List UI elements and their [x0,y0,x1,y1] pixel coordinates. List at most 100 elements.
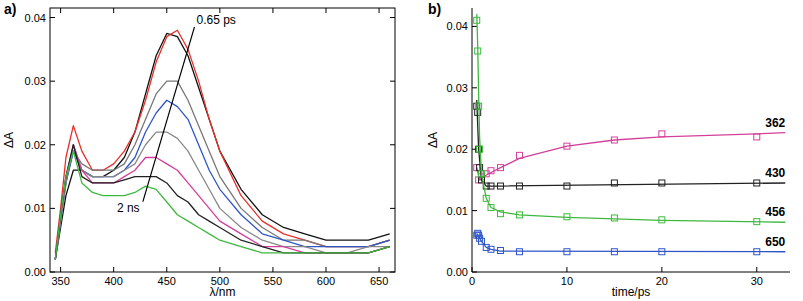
y-tick-right [390,272,395,273]
y-tick-label: 0.02 [447,143,468,155]
x-tick [756,267,757,272]
x-axis-label: time/ps [612,285,651,299]
y-tick [472,210,477,211]
x-tick-label: 350 [51,275,69,287]
data-point [611,215,617,221]
series-label: 430 [765,166,785,180]
data-point [516,183,522,189]
y-tick-label: 0.04 [25,12,46,24]
panel-label: b) [428,1,441,17]
data-point [488,246,494,252]
data-point [659,217,665,223]
x-tick-label: 450 [158,275,176,287]
data-point [477,146,483,152]
spectrum-line [55,30,389,253]
data-point [754,134,760,140]
data-point [564,143,570,149]
y-tick-label: 0.01 [25,202,46,214]
data-point [476,103,482,109]
spectrum-line [55,132,389,259]
y-tick [50,144,55,145]
spectrum-line [55,145,389,260]
x-tick [566,267,567,272]
spectrum-line [55,100,389,259]
data-point [475,48,481,54]
y-tick-label: 0.00 [447,266,468,278]
x-tick-label: 30 [751,275,763,287]
x-tick-label: 550 [264,275,282,287]
plot-area [474,14,786,255]
data-point [488,168,494,174]
y-axis-label: ΔA [426,132,440,148]
data-point [564,214,570,220]
x-tick-label: 0 [469,275,475,287]
x-tick-label: 600 [317,275,335,287]
data-point [516,249,522,255]
x-tick-label: 650 [370,275,388,287]
data-point [497,211,503,217]
y-tick-right [390,144,395,145]
x-tick [326,267,327,272]
y-tick-label: 0.01 [447,205,468,217]
annotation: 0.65 ps [196,13,235,27]
x-tick [472,267,473,272]
x-tick [219,267,220,272]
fit-line [477,233,786,251]
x-tick [60,267,61,272]
y-axis [472,8,473,272]
data-point [516,212,522,218]
y-tick-right [390,17,395,18]
plot-area [55,30,389,259]
panel-label: a) [4,1,16,17]
spectrum-line [55,33,389,259]
plot-texts: 0.65 ps 2 ns [117,13,236,215]
data-point [754,219,760,225]
annotation: 2 ns [117,201,140,215]
x-axis-label: λ/nm [209,285,235,299]
data-point [611,180,617,186]
data-point [478,171,484,177]
spectrum-line [55,145,389,260]
data-point [488,205,494,211]
y-tick [472,87,477,88]
data-point [474,17,480,23]
y-tick-label: 0.04 [447,20,468,32]
y-tick-right [390,81,395,82]
data-point [611,137,617,143]
y-tick [50,272,55,273]
y-tick-label: 0.03 [25,75,46,87]
x-tick-top [272,8,273,13]
data-point [516,152,522,158]
x-tick-top [379,8,380,13]
data-point [659,249,665,255]
spectrum-line [55,81,389,259]
y-tick-label: 0.03 [447,82,468,94]
data-point [483,195,489,201]
x-axis [472,272,790,273]
y-axis-label: ΔA [2,132,16,148]
y-tick [50,17,55,18]
y-tick-label: 0.00 [25,266,46,278]
x-tick-top [113,8,114,13]
y-tick [50,81,55,82]
x-tick-top [60,8,61,13]
plot-frame [50,8,395,272]
data-point [475,109,481,115]
data-point [497,183,503,189]
x-tick [113,267,114,272]
spectrum-line [55,151,389,259]
data-point [497,165,503,171]
figure: 3504004505005506006500.000.010.020.030.0… [0,0,803,301]
x-tick-label: 400 [105,275,123,287]
y-tick [50,208,55,209]
annotation-arrow [143,27,195,202]
y-tick [472,272,477,273]
data-point [754,249,760,255]
data-point [478,238,484,244]
x-tick [379,267,380,272]
x-tick [661,267,662,272]
y-tick [472,26,477,27]
y-tick-right [390,208,395,209]
x-tick [166,267,167,272]
panel-1: 01020300.000.010.020.030.04time/psΔAb)36… [426,1,790,299]
